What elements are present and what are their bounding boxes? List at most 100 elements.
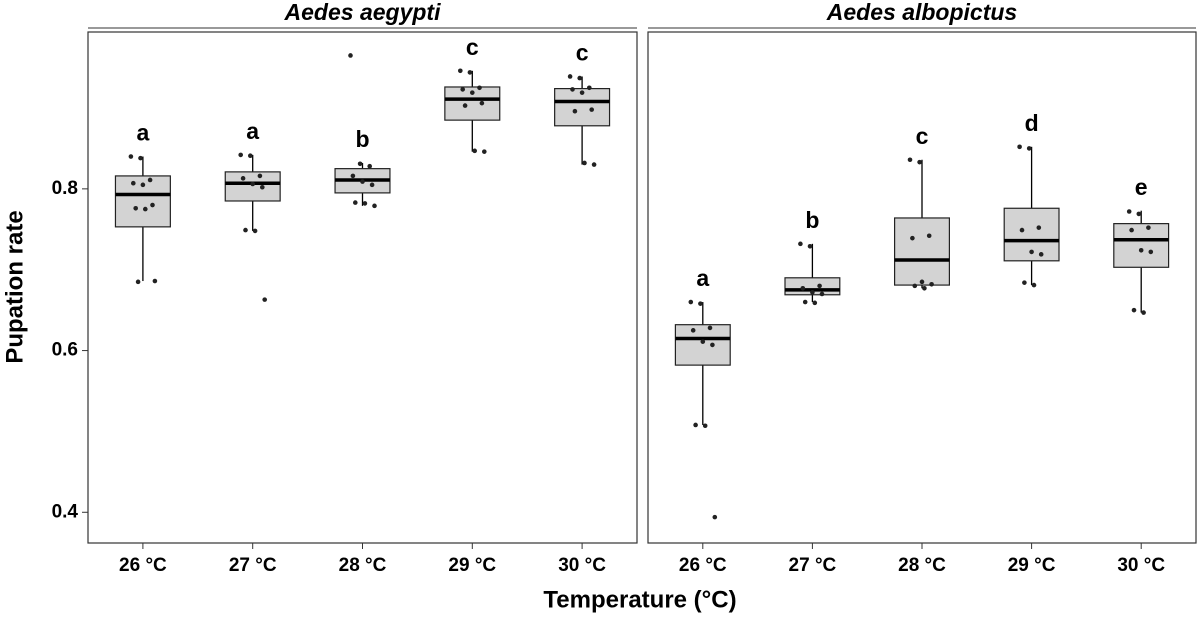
data-point bbox=[467, 70, 473, 75]
box bbox=[1113, 223, 1170, 268]
data-point bbox=[1141, 310, 1146, 315]
x-tick-label: 30 °C bbox=[558, 555, 606, 576]
data-point bbox=[1148, 249, 1154, 255]
data-point bbox=[917, 159, 922, 165]
data-point bbox=[470, 90, 475, 95]
data-point bbox=[570, 87, 575, 92]
data-point bbox=[262, 297, 268, 302]
data-point bbox=[250, 181, 255, 187]
data-point bbox=[479, 100, 485, 106]
data-point bbox=[248, 153, 253, 159]
data-point bbox=[131, 180, 136, 186]
significance-letter: a bbox=[246, 118, 259, 144]
data-point bbox=[582, 160, 587, 166]
y-tick-label: 0.6 bbox=[52, 340, 78, 361]
data-point bbox=[812, 300, 818, 306]
data-point bbox=[252, 228, 258, 234]
data-point bbox=[458, 68, 463, 74]
panel-title: Aedes aegypti bbox=[284, 0, 442, 25]
data-point bbox=[348, 53, 353, 58]
data-point bbox=[260, 184, 265, 190]
data-point bbox=[922, 286, 927, 291]
data-point bbox=[477, 85, 482, 91]
significance-letter: b bbox=[805, 207, 819, 233]
data-point bbox=[912, 283, 918, 289]
significance-letter: c bbox=[916, 123, 929, 149]
data-point bbox=[710, 342, 715, 348]
data-point bbox=[810, 290, 815, 295]
significance-letter: b bbox=[355, 126, 369, 152]
data-point bbox=[367, 163, 373, 169]
data-point bbox=[712, 514, 718, 520]
data-point bbox=[807, 243, 813, 249]
data-point bbox=[369, 182, 375, 188]
data-point bbox=[360, 179, 365, 184]
box bbox=[224, 171, 281, 202]
data-point bbox=[150, 202, 155, 208]
data-point bbox=[1129, 227, 1134, 233]
data-point bbox=[698, 301, 703, 306]
data-point bbox=[700, 339, 706, 344]
data-point bbox=[133, 205, 138, 211]
x-tick-label: 30 °C bbox=[1117, 555, 1165, 576]
data-point bbox=[143, 206, 148, 212]
x-axis-title: Temperature (°C) bbox=[543, 586, 736, 613]
data-point bbox=[929, 281, 934, 287]
data-point bbox=[577, 75, 582, 81]
data-point bbox=[238, 152, 243, 158]
data-point bbox=[1017, 144, 1022, 150]
data-point bbox=[926, 233, 932, 239]
data-point bbox=[1029, 249, 1034, 255]
data-point bbox=[579, 90, 585, 95]
data-point bbox=[1146, 225, 1151, 230]
data-point bbox=[707, 325, 713, 331]
y-tick-label: 0.4 bbox=[52, 501, 79, 522]
data-point bbox=[1019, 227, 1025, 233]
x-tick-label: 27 °C bbox=[789, 555, 837, 576]
data-point bbox=[907, 157, 913, 163]
data-point bbox=[817, 283, 822, 289]
data-point bbox=[135, 279, 141, 285]
data-point bbox=[482, 149, 487, 154]
x-tick-label: 28 °C bbox=[339, 555, 387, 576]
data-point bbox=[1136, 211, 1142, 217]
data-point bbox=[688, 299, 694, 305]
x-tick-label: 26 °C bbox=[679, 555, 727, 576]
data-point bbox=[1026, 146, 1032, 151]
x-tick-label: 28 °C bbox=[898, 555, 946, 576]
y-tick-label: 0.8 bbox=[52, 178, 78, 199]
data-point bbox=[1022, 280, 1027, 285]
data-point bbox=[800, 286, 806, 291]
x-tick-label: 27 °C bbox=[229, 555, 277, 576]
data-point bbox=[591, 162, 597, 167]
data-point bbox=[140, 182, 146, 188]
data-point bbox=[462, 103, 468, 108]
data-point bbox=[1038, 252, 1044, 257]
data-point bbox=[128, 154, 134, 159]
data-point bbox=[152, 278, 158, 284]
data-point bbox=[460, 87, 466, 92]
data-point bbox=[243, 227, 248, 233]
data-point bbox=[357, 161, 363, 167]
box bbox=[554, 87, 611, 127]
data-point bbox=[819, 291, 825, 297]
x-tick-label: 26 °C bbox=[119, 555, 167, 576]
data-point bbox=[472, 148, 478, 154]
data-point bbox=[240, 176, 246, 181]
significance-letter: c bbox=[576, 40, 589, 66]
data-point bbox=[802, 299, 808, 305]
data-point bbox=[693, 422, 698, 428]
data-point bbox=[362, 201, 368, 206]
box bbox=[893, 217, 950, 286]
x-tick-label: 29 °C bbox=[1008, 555, 1056, 576]
box bbox=[674, 324, 731, 366]
data-point bbox=[702, 423, 708, 429]
data-point bbox=[910, 235, 915, 241]
significance-letter: c bbox=[466, 34, 479, 60]
data-point bbox=[567, 74, 573, 79]
significance-letter: a bbox=[696, 265, 709, 291]
data-point bbox=[587, 85, 592, 91]
data-point bbox=[1031, 282, 1037, 288]
x-tick-label: 29 °C bbox=[448, 555, 496, 576]
data-point bbox=[353, 200, 358, 205]
